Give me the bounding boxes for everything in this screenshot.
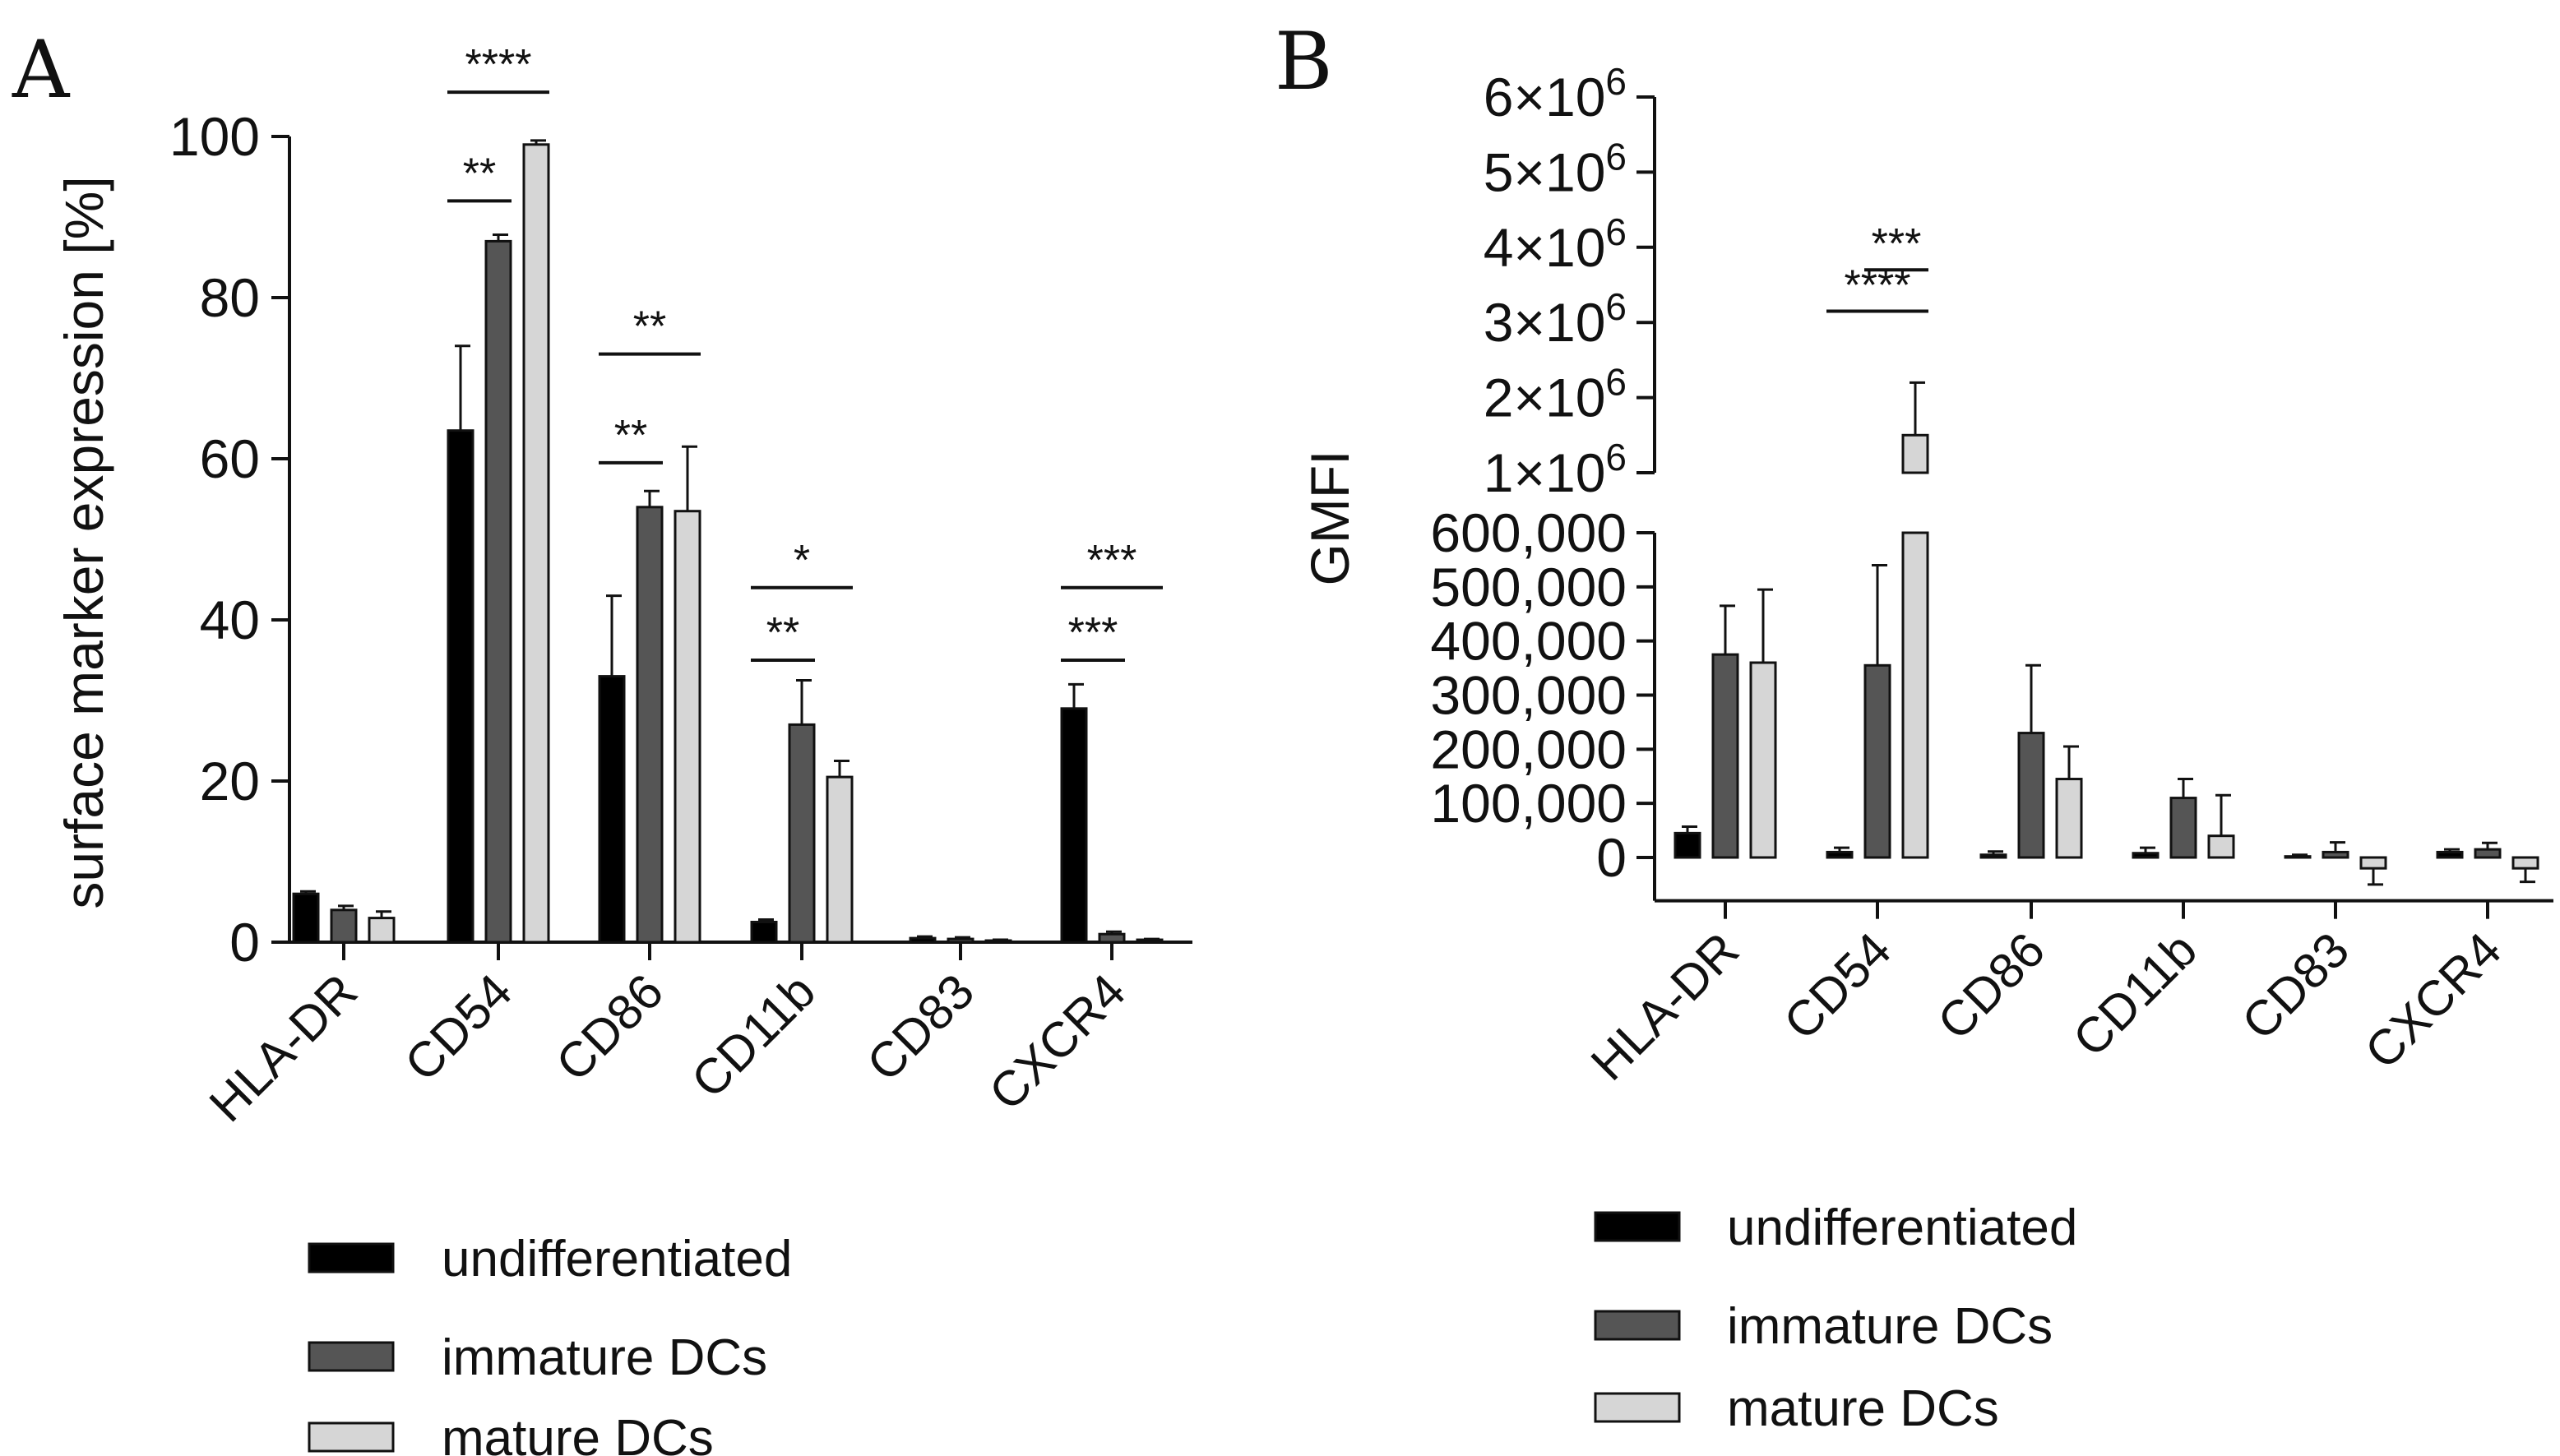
bar	[674, 510, 701, 944]
y-tick-label: 3×106	[1484, 285, 1627, 353]
panel-letter-a: A	[12, 24, 71, 116]
y-tick-label: 200,000	[1430, 719, 1627, 779]
x-tick-label: CD83	[2231, 922, 2359, 1050]
y-tick-label: 80	[200, 267, 260, 328]
bar	[522, 143, 550, 944]
significance-label: **	[766, 609, 799, 657]
bar	[2511, 856, 2539, 870]
legend-label: immature DCs	[442, 1329, 767, 1386]
x-tick-label: CD86	[1927, 922, 2055, 1050]
legend-label: undifferentiated	[1727, 1199, 2077, 1256]
significance-label: ****	[1845, 261, 1911, 309]
x-tick-label: HLA-DR	[1581, 922, 1749, 1090]
bar	[1826, 850, 1854, 859]
bar	[368, 917, 396, 944]
bar	[1749, 661, 1777, 859]
bar	[1863, 663, 1891, 859]
bar	[1979, 853, 2007, 859]
y-tick-label: 20	[200, 751, 260, 811]
bar	[1098, 932, 1126, 944]
legend-label: mature DCs	[442, 1410, 714, 1456]
y-tick-label: 600,000	[1430, 502, 1627, 563]
panel-b: B 0100,000200,000300,000400,000500,000600…	[1275, 16, 2553, 1437]
bar	[292, 892, 320, 944]
bar	[636, 506, 664, 944]
y-axis-title: GMFI	[1299, 451, 1360, 586]
x-tick-label: CD11b	[681, 964, 826, 1108]
x-tick-label: CD86	[545, 964, 674, 1092]
bar	[2474, 848, 2502, 859]
bar	[1901, 531, 1929, 859]
significance-label: *	[794, 537, 810, 585]
bar	[1711, 653, 1739, 859]
y-tick-label: 5×106	[1484, 135, 1627, 202]
bar	[447, 429, 475, 944]
panel-letter-b: B	[1275, 16, 1333, 108]
bar	[1673, 831, 1701, 859]
x-tick-label: CD83	[856, 964, 984, 1092]
y-tick-label: 100,000	[1430, 773, 1627, 834]
x-tick-label: CXCR4	[2354, 922, 2511, 1079]
y-axis-title: surface marker expression [%]	[53, 176, 114, 908]
panel-a: A 0 20 40 60 80 100 surface marker expression […	[12, 24, 1192, 1456]
significance-label: ***	[1068, 609, 1118, 657]
significance-label: **	[614, 412, 647, 460]
bar	[2169, 797, 2197, 859]
legend-swatch	[308, 1421, 395, 1453]
y-tick-label: 400,000	[1430, 611, 1627, 672]
significance-label: ***	[1087, 537, 1137, 585]
bar	[1060, 707, 1088, 944]
y-tick-label: 0	[229, 912, 260, 973]
bar	[2359, 856, 2387, 870]
legend-label: undifferentiated	[442, 1231, 792, 1287]
bar	[2436, 850, 2464, 859]
y-tick-label: 40	[200, 589, 260, 650]
bar	[947, 937, 974, 944]
legend-swatch	[1594, 1392, 1681, 1423]
legend-swatch	[308, 1242, 395, 1273]
bar	[330, 908, 358, 944]
bar	[788, 723, 816, 944]
y-tick-label: 500,000	[1430, 557, 1627, 617]
x-tick-label: CD54	[394, 964, 522, 1092]
bar	[826, 775, 854, 944]
significance-label: **	[633, 303, 666, 351]
significance-label: **	[463, 150, 496, 197]
bar	[2132, 852, 2160, 859]
significance-label: ***	[1872, 220, 1922, 268]
legend-swatch	[1594, 1310, 1681, 1341]
x-tick-label: HLA-DR	[199, 964, 368, 1132]
bar	[484, 239, 512, 944]
y-tick-label: 2×106	[1484, 361, 1627, 428]
y-tick-label: 4×106	[1484, 210, 1627, 278]
significance-label: ****	[465, 41, 532, 89]
bar	[1901, 433, 1929, 474]
x-tick-label: CXCR4	[979, 964, 1136, 1121]
x-tick-label: CD11b	[2062, 922, 2207, 1066]
bar	[2017, 732, 2045, 859]
y-tick-label: 1×106	[1484, 436, 1627, 503]
y-tick-label: 60	[200, 428, 260, 489]
bar	[2322, 850, 2349, 859]
legend-swatch	[1594, 1211, 1681, 1242]
legend-swatch	[308, 1341, 395, 1372]
legend-label: mature DCs	[1727, 1380, 1999, 1437]
y-tick-label: 300,000	[1430, 665, 1627, 726]
y-tick-label: 100	[169, 106, 260, 167]
bar	[750, 921, 778, 944]
x-tick-label: CD54	[1773, 922, 1901, 1050]
bar	[909, 936, 937, 944]
bar	[598, 675, 626, 944]
bar	[2207, 834, 2235, 859]
y-tick-label: 6×106	[1484, 60, 1627, 127]
y-tick-label: 0	[1596, 827, 1627, 888]
bar	[2055, 778, 2083, 859]
legend-label: immature DCs	[1727, 1298, 2053, 1355]
